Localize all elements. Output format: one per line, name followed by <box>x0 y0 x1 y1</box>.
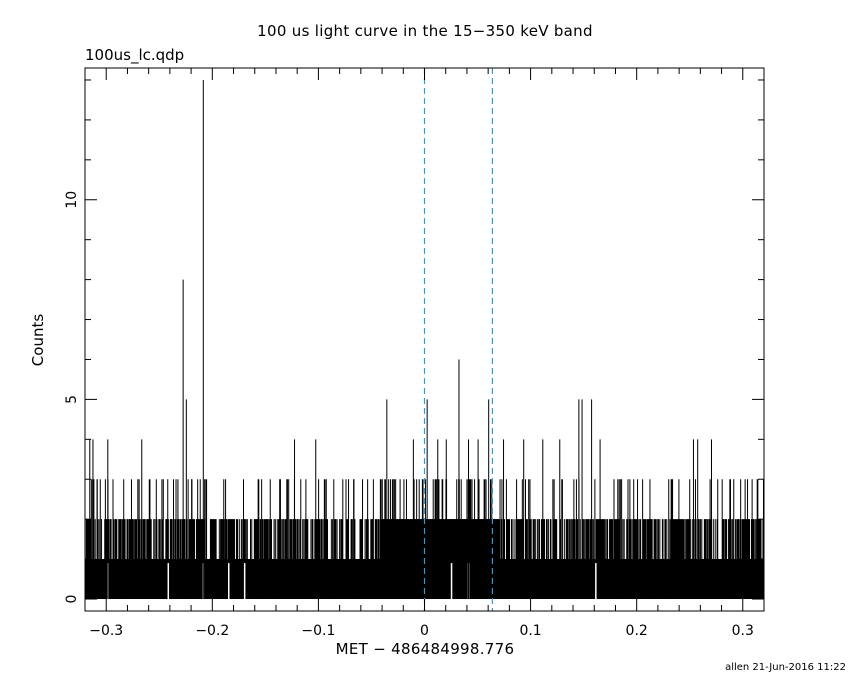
x-tick-label: 0.1 <box>519 623 541 639</box>
reference-lines <box>423 68 493 611</box>
y-axis-label: Counts <box>29 313 47 367</box>
axes: −0.3 −0.2 −0.1 0 0.1 0.2 0.3 0 5 10 <box>64 67 765 639</box>
x-tick-label: 0 <box>420 623 429 639</box>
y-tick-label: 10 <box>64 191 80 209</box>
x-axis-label: MET − 486484998.776 <box>335 640 515 658</box>
x-tick-label: 0.3 <box>732 623 754 639</box>
chart-subtitle: 100us_lc.qdp <box>85 46 185 64</box>
x-tick-label: 0.2 <box>626 623 648 639</box>
footer-stamp: allen 21-Jun-2016 11:22 <box>725 662 846 673</box>
x-tick-label: −0.2 <box>195 623 229 639</box>
x-tick-label: −0.1 <box>301 623 335 639</box>
y-tick-label: 0 <box>64 595 80 604</box>
chart-title: 100 us light curve in the 15−350 keV ban… <box>257 22 593 40</box>
x-tick-label: −0.3 <box>89 623 123 639</box>
y-tick-label: 5 <box>64 395 80 404</box>
